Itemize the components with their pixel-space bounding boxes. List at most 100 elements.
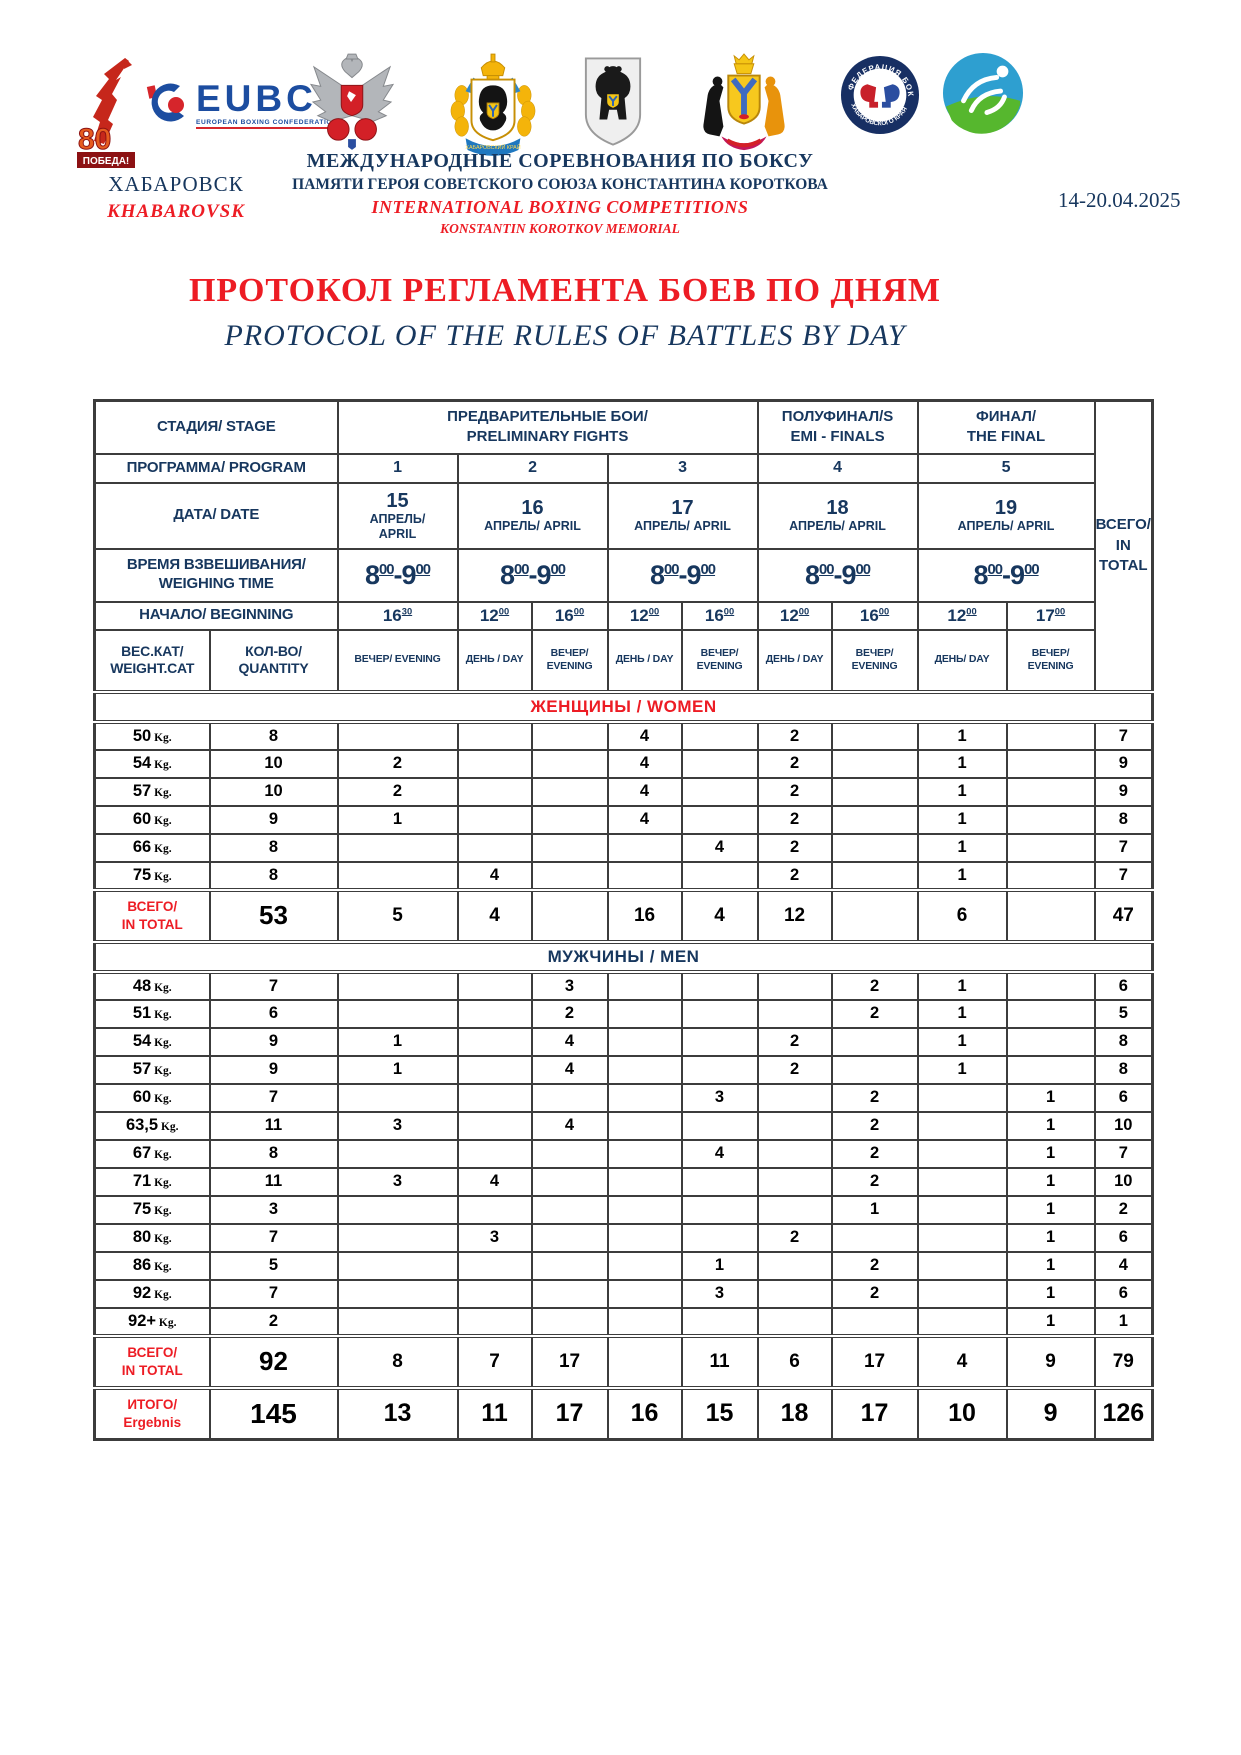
fights-cell: 4: [530, 1110, 609, 1141]
fights-cell: [336, 970, 459, 1001]
quantity-cell: 10: [208, 776, 339, 807]
fights-cell: 3: [336, 1110, 459, 1141]
fights-cell: 2: [830, 1250, 919, 1281]
fights-cell: [756, 1278, 833, 1309]
fights-cell: [606, 1194, 683, 1225]
khabarovsk-krai-arms-logo: ХАБАРОВСКИЙ КРАЙ: [450, 53, 536, 156]
program-4: 4: [756, 452, 919, 484]
weight-cell: 48 Kg.: [93, 970, 211, 1001]
fights-cell: [830, 776, 919, 807]
program-2: 2: [456, 452, 609, 484]
fights-cell: [530, 1306, 609, 1337]
weighing-time-cell: 800-900: [336, 547, 459, 603]
fights-cell: 1: [1005, 1278, 1096, 1309]
fights-cell: [916, 1138, 1008, 1169]
total-fights-cell: 17: [530, 1385, 609, 1441]
fights-cell: [606, 860, 683, 891]
session-header-row: ВЕС.КАТ/ WEIGHT.CAT КОЛ-ВО/ QUANTITY ВЕЧ…: [93, 628, 1153, 694]
table-row: 80 Kg. 7 3 2 1 6: [93, 1222, 1154, 1253]
section-header: МУЖЧИНЫ / MEN: [93, 939, 1154, 974]
fights-cell: 1: [680, 1250, 759, 1281]
fights-cell: 2: [756, 804, 833, 835]
fights-cell: [336, 998, 459, 1029]
fights-cell: 2: [756, 776, 833, 807]
eubc-logo: EUBC EUROPEAN BOXING CONFEDERATION: [146, 80, 338, 129]
fights-cell: 4: [456, 860, 533, 891]
fights-cell: [336, 1194, 459, 1225]
total-fights-cell: 9: [1005, 1333, 1096, 1389]
row-total-cell: 8: [1093, 804, 1154, 835]
weight-cell: 57 Kg.: [93, 1054, 211, 1085]
quantity-cell: 8: [208, 860, 339, 891]
total-fights-cell: [830, 887, 919, 943]
fights-cell: [336, 1222, 459, 1253]
table-row: 60 Kg. 9 1 4 2 1 8: [93, 804, 1154, 835]
table-row: 75 Kg. 3 1 1 2: [93, 1194, 1154, 1225]
total-fights-cell: 9: [1005, 1385, 1096, 1441]
fights-cell: [680, 1222, 759, 1253]
fights-cell: 1: [1005, 1194, 1096, 1225]
stage-label: СТАДИЯ/ STAGE: [93, 399, 339, 455]
fights-cell: 1: [916, 804, 1008, 835]
fights-cell: [916, 1194, 1008, 1225]
fights-cell: [1005, 804, 1096, 835]
fights-cell: [530, 1278, 609, 1309]
table-row: 57 Kg. 9 1 4 2 1 8: [93, 1054, 1154, 1085]
fights-cell: 2: [756, 860, 833, 891]
weight-cell: 54 Kg.: [93, 748, 211, 779]
kg-suffix: Kg.: [151, 759, 172, 771]
weight-cell: 60 Kg.: [93, 1082, 211, 1113]
row-total-cell: 6: [1093, 1082, 1154, 1113]
weight-cell: 71 Kg.: [93, 1166, 211, 1197]
fights-cell: [916, 1278, 1008, 1309]
date-april-18: 18 АПРЕЛЬ/ APRIL: [756, 481, 919, 550]
fights-cell: [830, 748, 919, 779]
stage-final: ФИНАЛ/ THE FINAL: [916, 399, 1096, 455]
fights-cell: [606, 970, 683, 1001]
fights-cell: [606, 1110, 683, 1141]
fights-cell: [336, 860, 459, 891]
subtotal-row: ВСЕГО/ IN TOTAL 53 5 4 16 4 12 6 47: [93, 887, 1154, 943]
fights-cell: 2: [756, 1026, 833, 1057]
weighing-time-cell: 800-900: [916, 547, 1096, 603]
fights-cell: [830, 1306, 919, 1337]
quantity-cell: 11: [208, 1166, 339, 1197]
program-5: 5: [916, 452, 1096, 484]
city-name-ru: ХАБАРОВСК: [108, 172, 244, 196]
weight-cell: 80 Kg.: [93, 1222, 211, 1253]
quantity-cell: 2: [208, 1306, 339, 1337]
row-total-cell: 4: [1093, 1250, 1154, 1281]
total-quantity-cell: 53: [208, 887, 339, 943]
kg-suffix: Kg.: [151, 1037, 172, 1049]
fights-cell: 1: [916, 1054, 1008, 1085]
krai-ribbon-text: ХАБАРОВСКИЙ КРАЙ: [465, 143, 520, 151]
beginning-time-cell: 1200: [606, 600, 683, 631]
competition-title-en: INTERNATIONAL BOXING COMPETITIONS: [371, 197, 749, 217]
fights-cell: [756, 1166, 833, 1197]
table-row: 51 Kg. 6 2 2 1 5: [93, 998, 1154, 1029]
date-day: 18: [826, 497, 849, 519]
fights-cell: [680, 1054, 759, 1085]
total-fights-cell: 17: [830, 1333, 919, 1389]
row-total-cell: 7: [1093, 1138, 1154, 1169]
fights-cell: [456, 970, 533, 1001]
beginning-time-cell: 1700: [1005, 600, 1096, 631]
fights-cell: 1: [1005, 1082, 1096, 1113]
fights-cell: [916, 1082, 1008, 1113]
fights-cell: [830, 720, 919, 751]
fights-cell: 2: [756, 720, 833, 751]
program-row: ПРОГРАММА/ PROGRAM 1 2 3 4 5: [93, 452, 1153, 484]
city-name-en: KHABAROVSK: [107, 201, 245, 222]
victory-80-monument-logo: 80 ПОБЕДА!: [77, 58, 135, 168]
row-total-cell: 8: [1093, 1026, 1154, 1057]
row-total-cell: 6: [1093, 1278, 1154, 1309]
fights-cell: [456, 748, 533, 779]
fights-cell: [830, 1054, 919, 1085]
weight-cell: 51 Kg.: [93, 998, 211, 1029]
kg-suffix: Kg.: [151, 1149, 172, 1161]
table-row: 57 Kg. 10 2 4 2 1 9: [93, 776, 1154, 807]
date-day: 17: [671, 497, 694, 519]
date-day: 16: [521, 497, 544, 519]
date-month: АПРЕЛЬ/ APRIL: [789, 519, 886, 533]
